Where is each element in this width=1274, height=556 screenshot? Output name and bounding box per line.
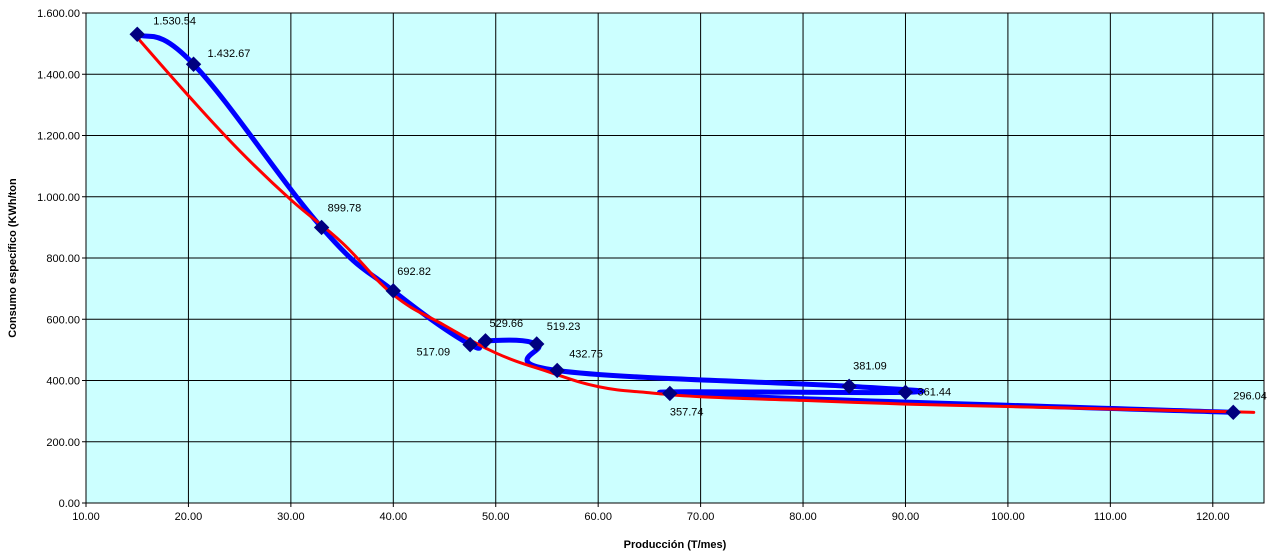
data-point-marker — [662, 385, 678, 402]
y-tick-label: 1.600.00 — [37, 8, 80, 20]
x-tick-label: 60.00 — [584, 511, 612, 523]
x-tick-label: 20.00 — [175, 511, 203, 523]
data-point-marker — [897, 384, 914, 401]
y-tick-label: 200.00 — [46, 437, 80, 449]
data-point-marker — [1225, 404, 1241, 421]
x-tick-label: 10.00 — [72, 511, 100, 523]
y-axis-title: Consumo específico (KWh/ton — [7, 178, 19, 338]
data-label: 899.78 — [328, 202, 362, 214]
x-tick-label: 120.00 — [1196, 511, 1230, 523]
data-point-marker — [841, 378, 857, 394]
series-line-trend — [135, 36, 1256, 414]
data-point-marker — [313, 219, 330, 236]
data-point-marker — [477, 333, 494, 349]
data-label: 519.23 — [547, 321, 581, 333]
data-label: 357.74 — [670, 406, 704, 418]
data-point-marker — [385, 283, 402, 299]
x-tick-labels: 10.00 20.00 30.00 40.00 50.00 60.00 70.00 80.00… — [72, 511, 1229, 523]
x-tick-label: 110.00 — [1094, 511, 1127, 523]
x-tick-label: 80.00 — [789, 511, 817, 523]
data-label: 381.09 — [853, 360, 887, 372]
x-tick-label: 100.00 — [991, 511, 1025, 523]
data-label: 692.82 — [397, 266, 431, 278]
data-point-marker — [529, 336, 545, 352]
data-label: 517.09 — [416, 347, 450, 359]
data-markers — [129, 26, 1241, 421]
data-point-marker — [462, 336, 478, 353]
y-tick-label: 400.00 — [46, 376, 80, 388]
x-tick-label: 90.00 — [892, 511, 920, 523]
data-point-marker — [185, 56, 202, 72]
x-tick-label: 50.00 — [482, 511, 510, 523]
x-tick-label: 40.00 — [380, 511, 408, 523]
y-tick-label: 600.00 — [46, 314, 80, 326]
y-tick-label: 800.00 — [46, 253, 80, 265]
plot-border — [85, 12, 1265, 504]
data-point-marker — [549, 362, 565, 379]
y-tick-label: 0.00 — [59, 498, 80, 510]
data-label: 1.530.54 — [153, 15, 196, 27]
x-axis-title: Producción (T/mes) — [624, 539, 727, 551]
y-tick-label: 1.200.00 — [37, 131, 80, 143]
y-tick-label: 1.400.00 — [37, 69, 80, 81]
x-tick-label: 30.00 — [277, 511, 305, 523]
data-label: 1.432.67 — [208, 48, 251, 60]
data-labels: 1.530.54 1.432.67 899.78 692.82 517.09 529.66… — [153, 15, 1267, 418]
data-label: 296.04 — [1233, 390, 1267, 402]
data-point-marker — [129, 26, 145, 42]
y-tick-labels: 0.00 200.00 400.00 600.00 800.00 1.000.00 1.20… — [37, 8, 80, 510]
data-label: 361.44 — [917, 386, 951, 398]
x-tick-label: 70.00 — [687, 511, 715, 523]
data-label: 432.75 — [569, 348, 603, 360]
data-label: 529.66 — [489, 318, 523, 330]
y-tick-label: 1.000.00 — [37, 192, 80, 204]
